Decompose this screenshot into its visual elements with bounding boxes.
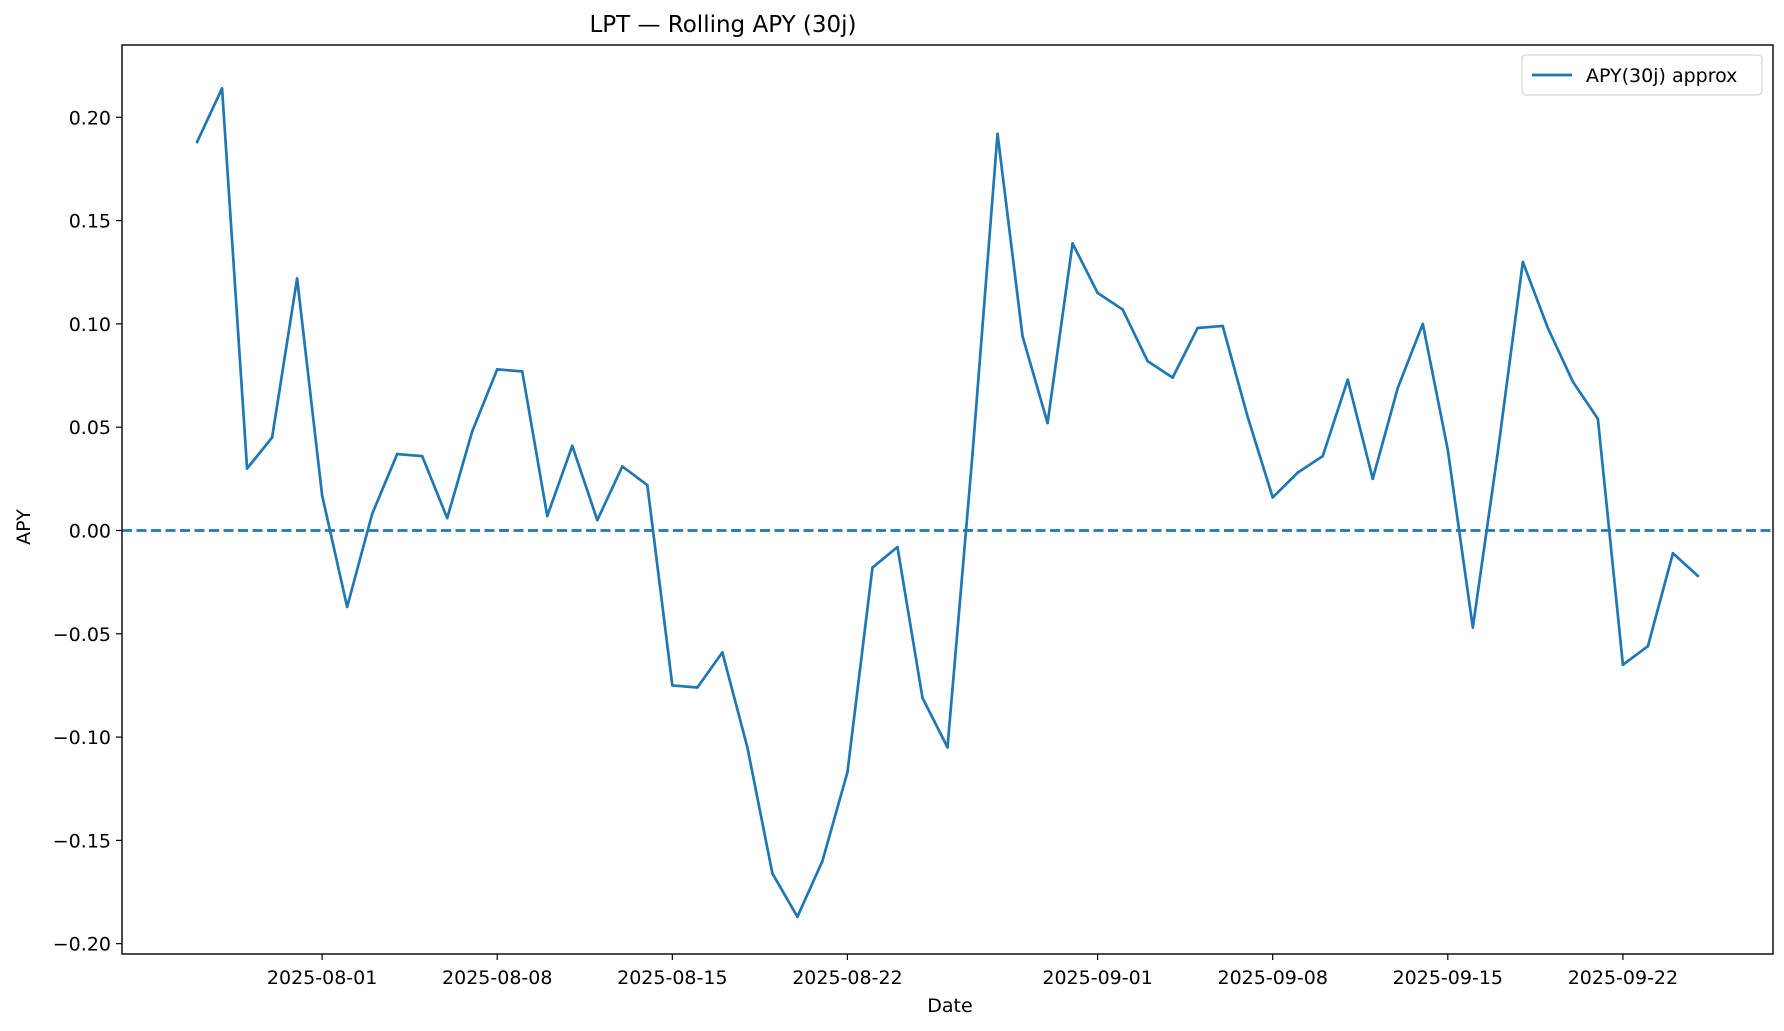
data-point xyxy=(345,605,349,609)
data-point xyxy=(445,516,449,520)
x-tick-label: 2025-08-15 xyxy=(617,967,727,989)
data-point xyxy=(796,915,799,919)
data-point xyxy=(195,140,199,144)
data-point xyxy=(1371,477,1375,481)
x-tick-label: 2025-09-22 xyxy=(1568,967,1678,989)
data-point xyxy=(671,684,674,687)
data-point xyxy=(621,465,624,468)
data-point xyxy=(646,483,649,487)
y-tick-label: 0.05 xyxy=(69,417,111,439)
plot-area: 0.20 0.15 0.10 0.05 0.00 −0.05 −0.10 −0.15 −0.20… xyxy=(53,44,1774,989)
data-point xyxy=(746,746,749,749)
data-point xyxy=(696,686,699,689)
data-point xyxy=(896,545,899,549)
data-point xyxy=(295,277,299,280)
data-point xyxy=(1046,421,1049,425)
data-point xyxy=(871,566,874,569)
data-point xyxy=(1096,291,1099,295)
plot-frame xyxy=(121,44,1774,955)
data-point xyxy=(1571,380,1575,384)
data-point xyxy=(1321,454,1325,458)
data-point xyxy=(1496,450,1500,454)
data-point xyxy=(1021,334,1024,338)
data-point xyxy=(846,770,849,774)
data-point xyxy=(1296,471,1300,474)
legend-box xyxy=(1521,54,1763,96)
data-point xyxy=(1121,308,1124,311)
y-tick-label: −0.10 xyxy=(53,727,111,749)
data-point xyxy=(771,872,774,875)
data-point xyxy=(971,452,974,456)
data-point xyxy=(470,430,474,433)
y-tick-label: −0.20 xyxy=(53,934,111,956)
data-point xyxy=(595,518,599,522)
x-tick-label: 2025-08-01 xyxy=(267,967,377,989)
data-point xyxy=(1271,496,1274,499)
y-tick-label: 0.15 xyxy=(69,211,111,233)
data-point xyxy=(946,746,949,749)
data-point xyxy=(520,370,524,373)
data-point xyxy=(395,452,399,456)
data-point xyxy=(1246,415,1249,419)
data-point xyxy=(545,514,549,518)
y-tick-label: 0.10 xyxy=(69,314,111,336)
data-point xyxy=(270,436,274,439)
y-tick-label: −0.15 xyxy=(53,830,111,852)
y-axis-label: APY xyxy=(13,509,35,545)
data-point xyxy=(921,696,924,700)
data-point xyxy=(1071,242,1074,245)
data-point xyxy=(1146,359,1149,363)
x-tick-label: 2025-08-22 xyxy=(792,967,902,989)
data-point xyxy=(1471,626,1475,629)
data-point xyxy=(1221,324,1224,328)
data-point xyxy=(495,368,499,371)
data-point xyxy=(996,132,999,136)
x-tick-label: 2025-08-08 xyxy=(442,967,552,989)
data-point xyxy=(821,859,824,863)
data-point xyxy=(1696,574,1700,578)
data-point xyxy=(1546,326,1550,330)
data-point xyxy=(220,87,224,90)
data-point xyxy=(245,467,249,470)
y-tick-label: −0.05 xyxy=(53,624,111,646)
data-point xyxy=(1346,378,1350,381)
data-point xyxy=(1621,663,1625,667)
x-tick-label: 2025-09-01 xyxy=(1042,967,1152,989)
data-point xyxy=(1521,260,1525,264)
legend: APY(30j) approx xyxy=(1521,54,1763,96)
data-point xyxy=(1671,551,1675,555)
legend-label: APY(30j) approx xyxy=(1586,65,1737,87)
data-point xyxy=(1171,376,1174,379)
data-point xyxy=(1596,417,1600,421)
data-point xyxy=(1196,326,1199,330)
data-point xyxy=(370,512,374,516)
data-point xyxy=(320,494,324,497)
y-tick-label: 0.00 xyxy=(69,520,111,542)
series-line-apy xyxy=(195,87,1699,919)
x-axis-label: Date xyxy=(927,995,972,1017)
data-point xyxy=(1446,448,1450,452)
x-tick-label: 2025-09-08 xyxy=(1217,967,1327,989)
data-point xyxy=(570,444,574,448)
x-tick-label: 2025-09-15 xyxy=(1393,967,1503,989)
chart-title: LPT — Rolling APY (30j) xyxy=(589,12,856,38)
data-point xyxy=(1421,322,1425,326)
data-point xyxy=(721,651,724,654)
y-tick-label: 0.20 xyxy=(69,107,111,129)
data-point xyxy=(1646,644,1650,648)
data-point xyxy=(420,454,424,458)
data-point xyxy=(1396,386,1400,390)
